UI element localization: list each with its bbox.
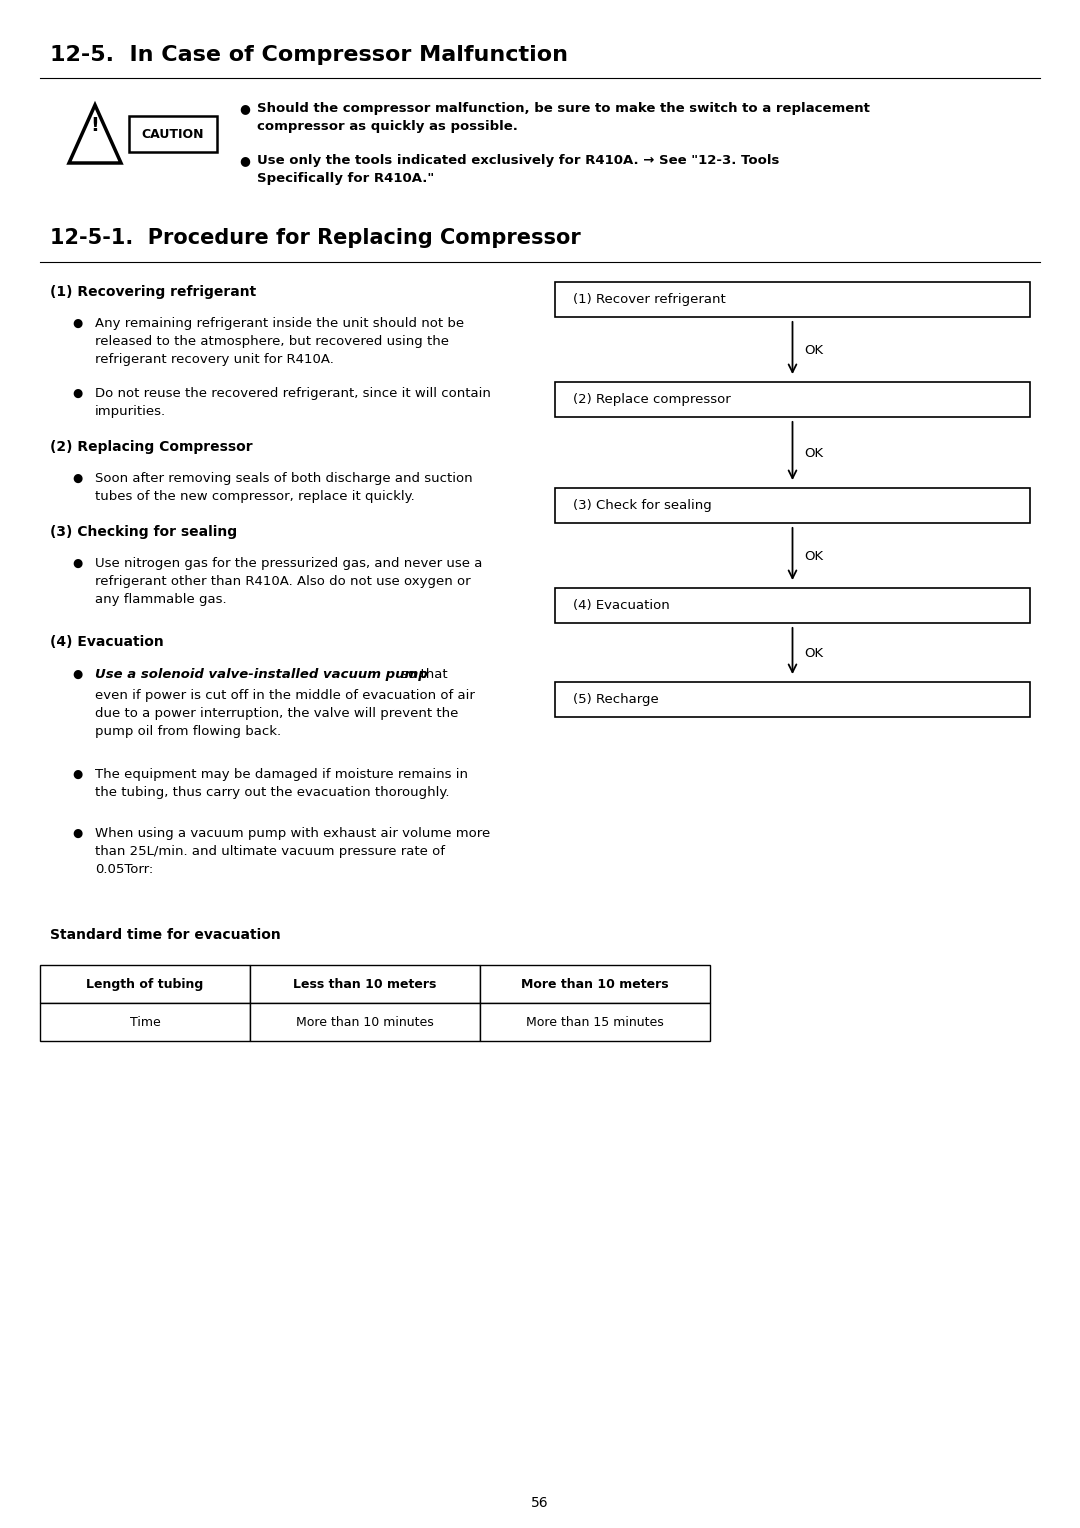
Text: Use a solenoid valve-installed vacuum pump: Use a solenoid valve-installed vacuum pu…: [95, 668, 428, 681]
Text: so that: so that: [397, 668, 448, 681]
FancyBboxPatch shape: [555, 588, 1030, 623]
Text: Should the compressor malfunction, be sure to make the switch to a replacement
c: Should the compressor malfunction, be su…: [257, 102, 869, 133]
Text: (1) Recover refrigerant: (1) Recover refrigerant: [573, 293, 726, 306]
Text: even if power is cut off in the middle of evacuation of air
due to a power inter: even if power is cut off in the middle o…: [95, 689, 475, 738]
Text: ●: ●: [72, 769, 82, 781]
Text: ●: ●: [72, 827, 82, 840]
Text: ●: ●: [72, 387, 82, 400]
Text: OK: OK: [805, 550, 824, 562]
Text: Do not reuse the recovered refrigerant, since it will contain
impurities.: Do not reuse the recovered refrigerant, …: [95, 387, 491, 419]
FancyBboxPatch shape: [480, 966, 710, 1002]
Text: Standard time for evacuation: Standard time for evacuation: [50, 927, 281, 941]
Text: More than 10 minutes: More than 10 minutes: [296, 1016, 434, 1028]
FancyBboxPatch shape: [40, 966, 249, 1002]
Text: ●: ●: [72, 472, 82, 484]
Text: (1) Recovering refrigerant: (1) Recovering refrigerant: [50, 286, 256, 299]
FancyBboxPatch shape: [249, 966, 480, 1002]
Text: When using a vacuum pump with exhaust air volume more
than 25L/min. and ultimate: When using a vacuum pump with exhaust ai…: [95, 827, 490, 876]
FancyBboxPatch shape: [129, 116, 217, 151]
Text: 56: 56: [531, 1496, 549, 1510]
Text: (4) Evacuation: (4) Evacuation: [50, 636, 164, 649]
Text: Time: Time: [130, 1016, 160, 1028]
Text: ●: ●: [72, 668, 82, 681]
FancyBboxPatch shape: [555, 382, 1030, 417]
Text: Any remaining refrigerant inside the unit should not be
released to the atmosphe: Any remaining refrigerant inside the uni…: [95, 316, 464, 367]
Text: ●: ●: [72, 316, 82, 330]
Text: Use nitrogen gas for the pressurized gas, and never use a
refrigerant other than: Use nitrogen gas for the pressurized gas…: [95, 558, 483, 607]
Text: (4) Evacuation: (4) Evacuation: [573, 599, 670, 613]
FancyBboxPatch shape: [555, 283, 1030, 316]
Text: Use only the tools indicated exclusively for R410A. → See "12-3. Tools
Specifica: Use only the tools indicated exclusively…: [257, 154, 780, 185]
Text: ●: ●: [72, 558, 82, 570]
Text: ●: ●: [239, 154, 249, 167]
Text: More than 15 minutes: More than 15 minutes: [526, 1016, 664, 1028]
Text: ●: ●: [239, 102, 249, 115]
Text: OK: OK: [805, 646, 824, 660]
Text: (5) Recharge: (5) Recharge: [573, 694, 659, 706]
Text: More than 10 meters: More than 10 meters: [522, 978, 669, 990]
FancyBboxPatch shape: [555, 681, 1030, 717]
FancyBboxPatch shape: [40, 1002, 249, 1041]
Text: OK: OK: [805, 448, 824, 460]
FancyBboxPatch shape: [555, 487, 1030, 523]
Text: (2) Replace compressor: (2) Replace compressor: [573, 393, 731, 406]
FancyBboxPatch shape: [249, 1002, 480, 1041]
Text: CAUTION: CAUTION: [141, 127, 204, 141]
Text: (3) Check for sealing: (3) Check for sealing: [573, 500, 712, 512]
Text: Length of tubing: Length of tubing: [86, 978, 204, 990]
Text: 12-5.  In Case of Compressor Malfunction: 12-5. In Case of Compressor Malfunction: [50, 44, 568, 66]
Text: (3) Checking for sealing: (3) Checking for sealing: [50, 526, 238, 539]
Text: The equipment may be damaged if moisture remains in
the tubing, thus carry out t: The equipment may be damaged if moisture…: [95, 769, 468, 799]
FancyBboxPatch shape: [480, 1002, 710, 1041]
Text: OK: OK: [805, 344, 824, 358]
Text: (2) Replacing Compressor: (2) Replacing Compressor: [50, 440, 253, 454]
Text: !: !: [91, 116, 99, 134]
Text: Soon after removing seals of both discharge and suction
tubes of the new compres: Soon after removing seals of both discha…: [95, 472, 473, 503]
Text: Less than 10 meters: Less than 10 meters: [294, 978, 436, 990]
Text: 12-5-1.  Procedure for Replacing Compressor: 12-5-1. Procedure for Replacing Compress…: [50, 228, 581, 248]
